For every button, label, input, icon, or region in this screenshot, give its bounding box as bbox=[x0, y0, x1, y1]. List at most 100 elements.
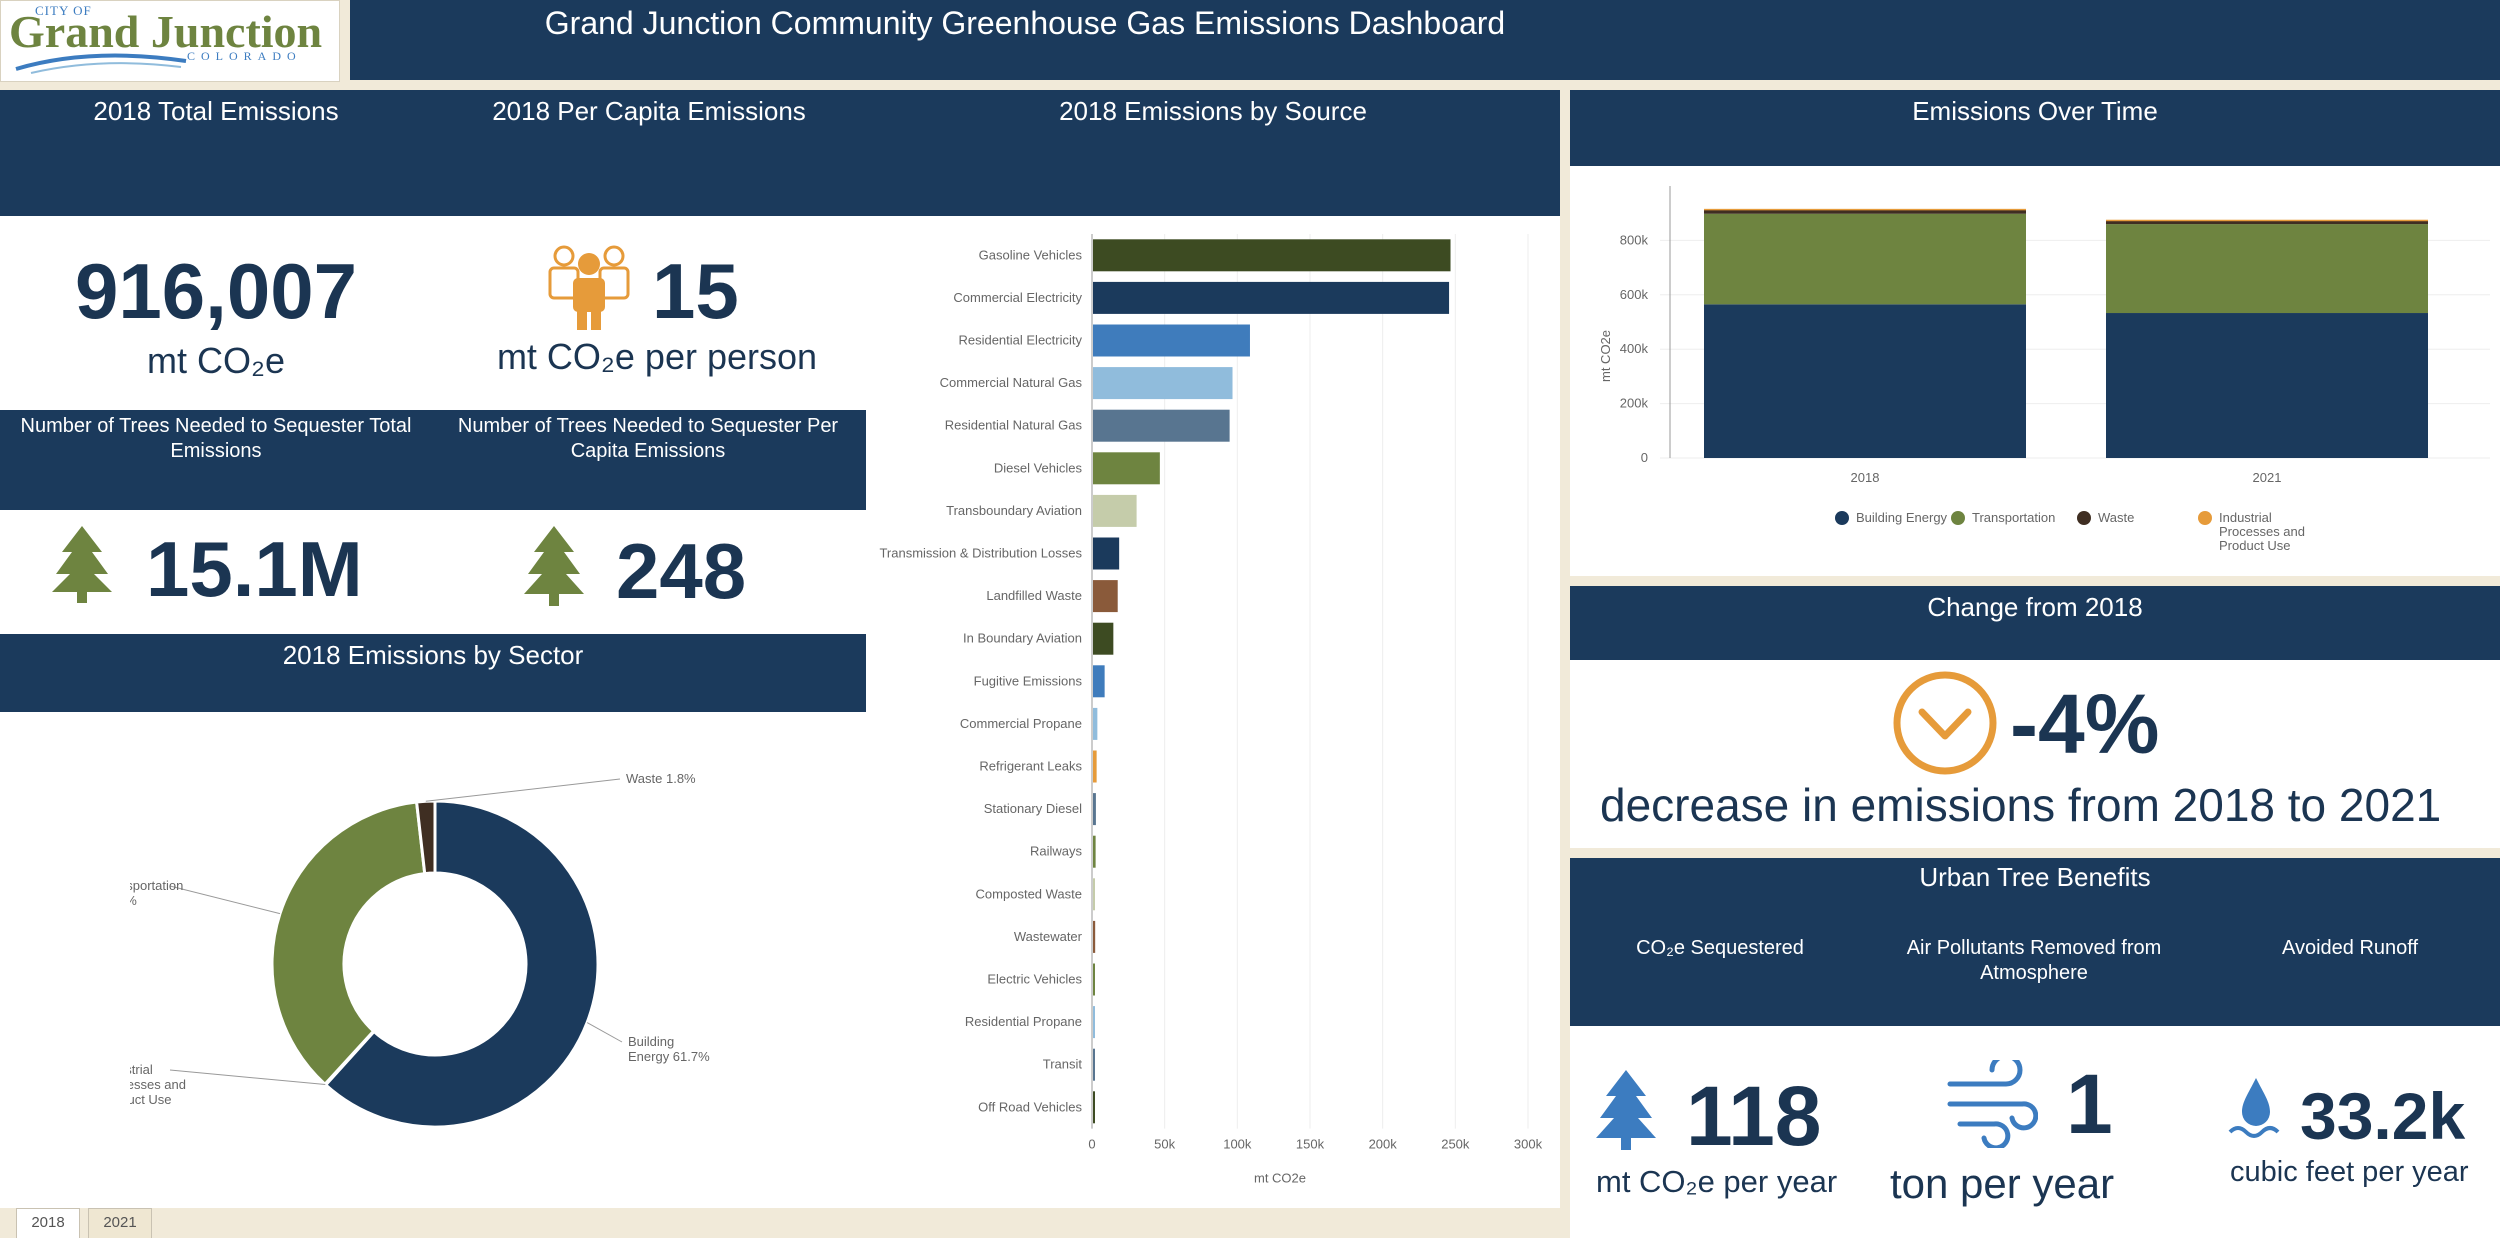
y-tick-label: 400k bbox=[1620, 341, 1649, 356]
source-bar bbox=[1093, 1048, 1095, 1081]
category-label: Commercial Propane bbox=[960, 716, 1082, 731]
source-bar bbox=[1093, 281, 1450, 314]
source-bar bbox=[1093, 367, 1233, 400]
trees-per-capita-value: 248 bbox=[616, 527, 747, 615]
logo-main: Grand Junction bbox=[9, 6, 323, 57]
urban-co2-unit: mt CO₂e per year bbox=[1596, 1164, 1838, 1199]
trees-total-value: 15.1M bbox=[146, 525, 363, 613]
left-header-band bbox=[0, 90, 1560, 216]
per-capita-title: 2018 Per Capita Emissions bbox=[492, 96, 806, 126]
change-text: decrease in emissions from 2018 to 2021 bbox=[1600, 779, 2442, 831]
per-capita-value: 15 bbox=[652, 247, 739, 335]
pie-label: Waste 1.8% bbox=[626, 771, 696, 786]
x-tick-label: 0 bbox=[1088, 1137, 1095, 1152]
category-label: Gasoline Vehicles bbox=[979, 247, 1083, 262]
urban-trees-title: Urban Tree Benefits bbox=[1919, 862, 2151, 892]
pie-leader-line bbox=[586, 1022, 623, 1043]
urban-air-unit: ton per year bbox=[1890, 1160, 2115, 1207]
category-label: Off Road Vehicles bbox=[978, 1099, 1082, 1114]
source-bar bbox=[1093, 707, 1098, 740]
legend-label: Building Energy bbox=[1856, 510, 1948, 525]
logo-colorado: COLORADO bbox=[187, 49, 302, 63]
legend-label: Waste bbox=[2098, 510, 2134, 525]
sector-header-band bbox=[0, 634, 866, 712]
x-tick-label: 100k bbox=[1223, 1137, 1252, 1152]
category-label: Diesel Vehicles bbox=[994, 460, 1083, 475]
chevron-down-circle-icon bbox=[1893, 671, 1997, 775]
source-title: 2018 Emissions by Source bbox=[1059, 96, 1367, 126]
urban-col-label-runoff: Avoided Runoff bbox=[2281, 937, 2419, 959]
change-value: -4% bbox=[2010, 677, 2160, 771]
pie-slice bbox=[323, 799, 600, 1129]
category-label: Commercial Natural Gas bbox=[940, 375, 1083, 390]
urban-trees-header bbox=[1570, 858, 2500, 1026]
stacked-bar-segment bbox=[1704, 209, 2026, 214]
pie-leader-line bbox=[169, 1069, 326, 1086]
legend-swatch bbox=[2198, 511, 2212, 525]
stacked-bar-segment bbox=[1704, 208, 2026, 211]
urban-air-unit-clip: ton per year bbox=[1890, 1160, 2180, 1208]
per-capita-unit: mt CO₂e per person bbox=[496, 336, 818, 377]
source-bar bbox=[1093, 622, 1114, 655]
category-label: Transboundary Aviation bbox=[946, 503, 1082, 518]
category-label: Transit bbox=[1043, 1057, 1083, 1072]
source-bar bbox=[1093, 665, 1105, 698]
category-label: Stationary Diesel bbox=[984, 801, 1082, 816]
trees-per-capita-title: Number of Trees Needed to Sequester Per … bbox=[457, 415, 839, 462]
source-bar bbox=[1093, 537, 1120, 570]
total-emissions-value: 916,007 bbox=[75, 247, 357, 335]
category-label: Composted Waste bbox=[976, 886, 1082, 901]
logo: CITY OF Grand Junction COLORADO bbox=[0, 0, 340, 82]
category-label: Railways bbox=[1030, 844, 1083, 859]
category-label: Transmission & Distribution Losses bbox=[879, 546, 1082, 561]
x-tick-label: 300k bbox=[1514, 1137, 1543, 1152]
legend-swatch bbox=[1951, 511, 1965, 525]
change-title: Change from 2018 bbox=[1927, 592, 2143, 622]
stacked-bar-segment bbox=[1704, 213, 2026, 305]
logo-swoosh-icon bbox=[15, 53, 187, 74]
pie-label: Building Energy 61.7% bbox=[628, 1034, 710, 1064]
y-axis-label: mt CO2e bbox=[1598, 330, 1613, 382]
x-tick-label: 200k bbox=[1369, 1137, 1398, 1152]
dashboard-title: Grand Junction Community Greenhouse Gas … bbox=[544, 5, 1506, 41]
tree-icon bbox=[1596, 1070, 1656, 1150]
tab-2018[interactable]: 2018 bbox=[16, 1208, 80, 1238]
x-tick-label: 2018 bbox=[1851, 470, 1880, 485]
urban-runoff-value: 33.2k bbox=[2300, 1079, 2466, 1153]
y-tick-label: 600k bbox=[1620, 287, 1649, 302]
legend-label: Industrial Processes and Product Use bbox=[2219, 510, 2305, 553]
category-label: Landfilled Waste bbox=[986, 588, 1082, 603]
source-bar bbox=[1093, 878, 1095, 911]
category-label: Residential Propane bbox=[965, 1014, 1082, 1029]
total-emissions-unit: mt CO₂e bbox=[147, 340, 285, 381]
legend-label: Transportation bbox=[1972, 510, 2055, 525]
over-time-title: Emissions Over Time bbox=[1912, 96, 2158, 126]
over-time-header bbox=[1570, 90, 2500, 166]
sector-title: 2018 Emissions by Sector bbox=[282, 640, 584, 670]
source-bar bbox=[1093, 1091, 1095, 1124]
urban-col-label-co2: CO₂e Sequestered bbox=[1636, 937, 1804, 959]
category-label: Electric Vehicles bbox=[987, 972, 1082, 987]
stacked-bar-segment bbox=[2106, 219, 2428, 222]
total-emissions-title: 2018 Total Emissions bbox=[93, 96, 339, 126]
people-icon bbox=[548, 245, 630, 330]
urban-runoff-unit: cubic feet per year bbox=[2230, 1156, 2469, 1188]
pie-leader-line bbox=[169, 885, 281, 915]
category-label: Residential Electricity bbox=[958, 333, 1082, 348]
legend-swatch bbox=[2077, 511, 2091, 525]
change-header bbox=[1570, 586, 2500, 660]
trees-total-title: Number of Trees Needed to Sequester Tota… bbox=[20, 415, 412, 462]
tab-2021[interactable]: 2021 bbox=[88, 1208, 152, 1238]
source-bar bbox=[1093, 580, 1118, 613]
x-tick-label: 150k bbox=[1296, 1137, 1325, 1152]
source-bar bbox=[1093, 494, 1137, 527]
source-bar bbox=[1093, 793, 1096, 826]
pie-slice bbox=[414, 799, 437, 876]
source-bar bbox=[1093, 409, 1230, 442]
x-axis-label: mt CO2e bbox=[1254, 1171, 1306, 1186]
category-label: Residential Natural Gas bbox=[945, 418, 1083, 433]
urban-co2-unit-clip: mt CO₂e per year bbox=[1596, 1164, 1844, 1200]
stacked-bar-segment bbox=[1704, 304, 2026, 458]
